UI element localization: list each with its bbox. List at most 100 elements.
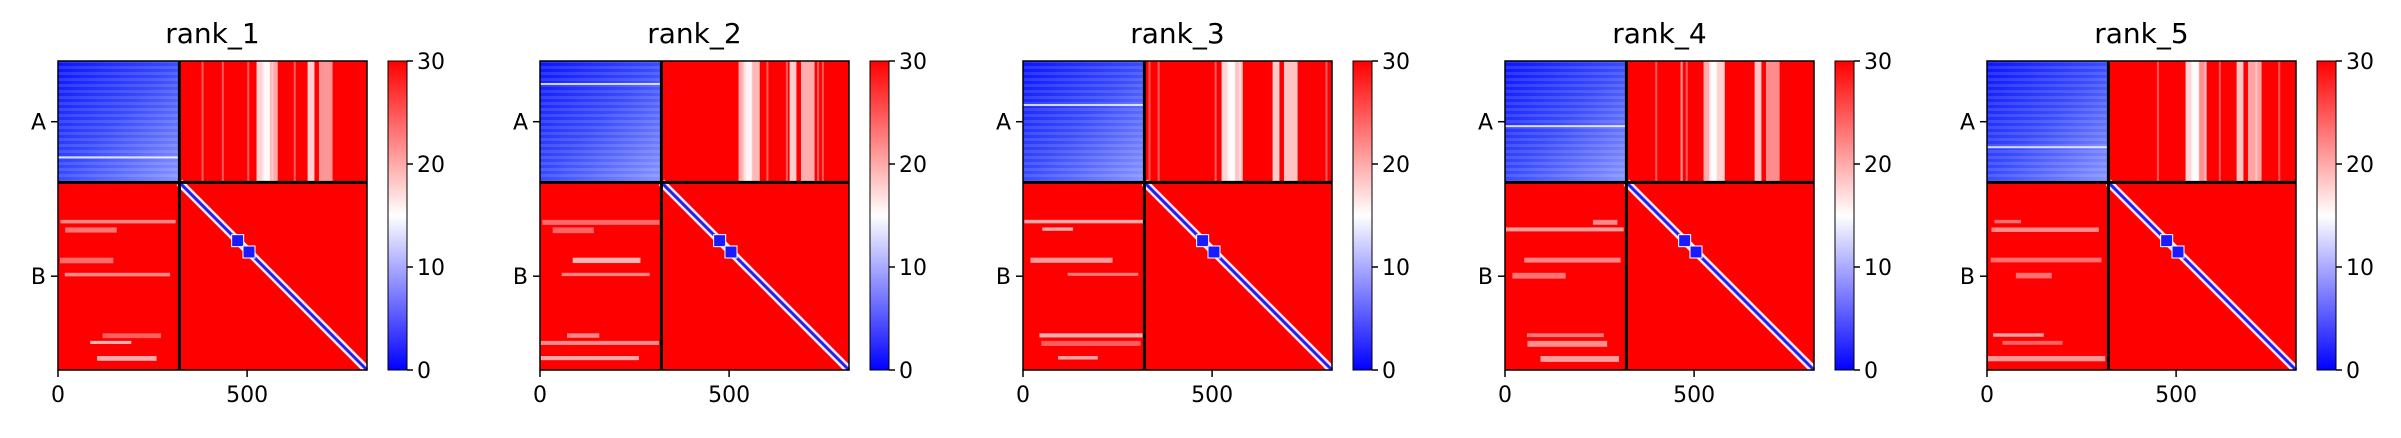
heatmap-block-aa-texture (58, 61, 180, 183)
heatmap-domain-block (231, 234, 245, 248)
panel-title: rank_2 (647, 17, 741, 50)
heatmap-stripe (789, 61, 797, 183)
heatmap-band (1994, 219, 2022, 224)
panel-title: rank_1 (165, 17, 259, 50)
heatmap-stripe (785, 61, 788, 183)
heatmap-block-aa-texture (1987, 61, 2109, 183)
y-tick-label: A (513, 111, 528, 136)
heatmap-band (542, 219, 660, 225)
heatmap-stripe (1272, 61, 1280, 183)
heatmap-band (1067, 272, 1139, 276)
x-tick-label: 0 (1498, 383, 1512, 408)
heatmap-band (567, 333, 600, 338)
x-tick-label: 0 (1980, 383, 1994, 408)
heatmap-band (1540, 356, 1620, 362)
plot-frame (1504, 60, 1815, 371)
heatmap-band (64, 272, 171, 277)
heatmap-band (1058, 356, 1098, 360)
panel-rank_4: rank_4 A B 0 500 0 10 20 30 (1478, 17, 1892, 408)
heatmap-stripe (1214, 61, 1217, 183)
heatmap-domain-block (713, 234, 727, 248)
colorbar-tick-label: 20 (417, 153, 445, 178)
heatmap-domain-block (2171, 245, 2185, 259)
heatmap-band (1039, 333, 1143, 338)
heatmap-stripe (817, 61, 820, 183)
colorbar-tick-label: 10 (417, 256, 445, 281)
heatmap-domain-block (1196, 234, 1210, 248)
colorbar-tick-label: 0 (1864, 359, 1878, 384)
heatmap-band (60, 257, 114, 264)
heatmap-domain-block (724, 245, 738, 259)
heatmap-diagonal (1625, 181, 1816, 372)
heatmap-stripe (2255, 61, 2258, 183)
colorbar-tick-label: 10 (1382, 256, 1410, 281)
heatmap-band (65, 227, 117, 233)
heatmap-stripe (746, 61, 760, 183)
heatmap-diagonal (1143, 181, 1334, 372)
plot-frame (57, 60, 368, 371)
heatmap-block-aa-texture (1023, 61, 1145, 183)
heatmap-band (1990, 257, 2102, 263)
heatmap (1505, 61, 1817, 373)
heatmap-stripe (2218, 61, 2221, 183)
colorbar-tick-label: 10 (899, 256, 927, 281)
heatmap (540, 61, 852, 373)
y-tick-label: A (1478, 111, 1493, 136)
heatmap-block-aa-texture (1505, 61, 1627, 183)
heatmap-stripe (800, 61, 815, 183)
heatmap-domain-block (242, 245, 256, 259)
panel-title: rank_3 (1130, 17, 1224, 50)
heatmap-stripe (1765, 61, 1780, 183)
colorbar-tick-label: 30 (417, 50, 445, 75)
heatmap-stripe (318, 61, 333, 183)
heatmap-stripe (1680, 61, 1683, 183)
heatmap-stripe (2278, 61, 2281, 183)
panel-rank_2: rank_2 A B 0 500 0 10 20 30 (513, 17, 927, 408)
heatmap-band (1527, 340, 1608, 347)
colorbar-tick-label: 20 (899, 153, 927, 178)
y-tick-label: A (31, 111, 46, 136)
heatmap-band (97, 356, 157, 361)
heatmap-row-artifact (540, 82, 662, 85)
y-tick-label: B (31, 265, 46, 290)
plot-frame (539, 60, 850, 371)
heatmap-stripe (221, 61, 224, 183)
heatmap-domain-block (1689, 245, 1703, 259)
colorbar (869, 60, 890, 371)
heatmap-row-artifact (1987, 146, 2109, 149)
colorbar-tick-label: 20 (2346, 153, 2374, 178)
heatmap-stripe (271, 61, 274, 183)
x-tick-label: 0 (51, 383, 65, 408)
heatmap-stripe (1754, 61, 1762, 183)
y-tick-label: A (1960, 111, 1975, 136)
colorbar-tick-label: 20 (1864, 153, 1892, 178)
heatmap-band (572, 257, 641, 264)
x-tick-label: 0 (533, 383, 547, 408)
heatmap-stripe (2193, 61, 2207, 183)
heatmap-band (1991, 227, 2099, 232)
heatmap-stripe (1325, 61, 1328, 183)
heatmap-stripe (2156, 61, 2159, 183)
colorbar (1834, 60, 1855, 371)
heatmap-row-artifact (1505, 125, 1627, 128)
colorbar-tick-label: 0 (417, 359, 431, 384)
x-tick-label: 500 (1673, 383, 1715, 408)
heatmap-band (1512, 272, 1566, 279)
colorbar-tick-label: 30 (899, 50, 927, 75)
heatmap-stripe (1711, 61, 1725, 183)
x-tick-label: 500 (708, 383, 750, 408)
heatmap-band (1042, 227, 1074, 231)
y-tick-label: B (513, 265, 528, 290)
colorbar-tick-label: 30 (1864, 50, 1892, 75)
colorbar-tick-label: 30 (1382, 50, 1410, 75)
colorbar-tick-label: 0 (2346, 359, 2360, 384)
y-tick-label: A (996, 111, 1011, 136)
panel-rank_5: rank_5 A B 0 500 0 10 20 30 (1960, 17, 2374, 408)
heatmap-band (60, 219, 176, 224)
heatmap-band (1041, 340, 1141, 346)
heatmap-stripe (742, 61, 745, 183)
y-tick-label: B (996, 265, 1011, 290)
colorbar-tick-label: 0 (899, 359, 913, 384)
heatmap-band (2015, 272, 2052, 279)
heatmap-stripe (1239, 61, 1242, 183)
